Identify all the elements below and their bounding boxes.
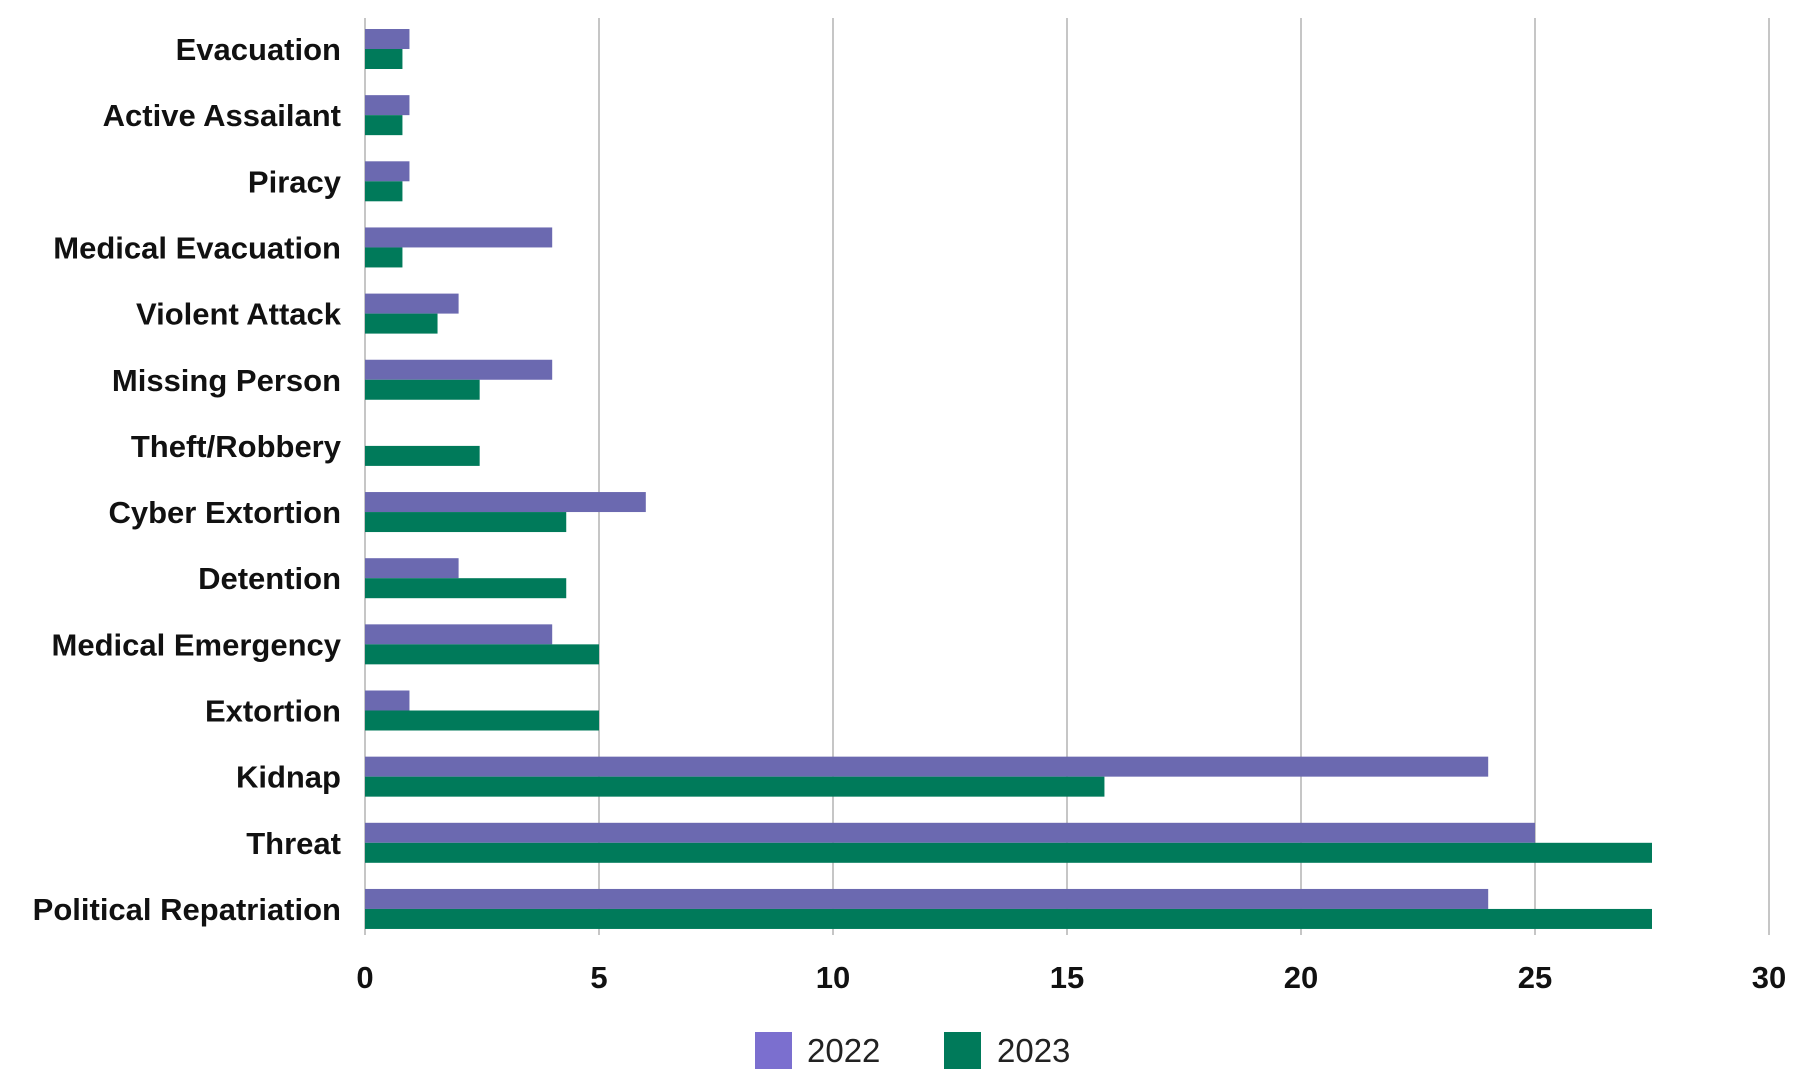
legend-label-2022: 2022 — [807, 1032, 880, 1069]
bar-2022-kidnap — [365, 756, 1489, 777]
x-tick-label-30: 30 — [1752, 960, 1786, 995]
bar-2022-violent-attack — [365, 293, 459, 314]
bar-2022-active-assailant — [365, 95, 410, 116]
category-label-active-assailant: Active Assailant — [103, 98, 341, 133]
legend-label-2023: 2023 — [997, 1032, 1070, 1069]
bar-2023-detention — [365, 578, 567, 599]
x-axis-tick-labels: 0 5 10 15 20 25 30 — [356, 960, 1786, 995]
category-label-piracy: Piracy — [248, 164, 342, 199]
category-label-political-repatriation: Political Repatriation — [33, 892, 341, 927]
category-label-medical-evacuation: Medical Evacuation — [53, 230, 341, 265]
x-tick-label-25: 25 — [1518, 960, 1552, 995]
legend-swatch-2022 — [755, 1032, 792, 1069]
legend-swatch-2023 — [944, 1032, 981, 1069]
bar-2022-extortion — [365, 690, 410, 711]
bar-2023-extortion — [365, 710, 599, 731]
category-label-extortion: Extortion — [205, 694, 341, 729]
legend: 2022 2023 — [755, 1032, 1070, 1069]
bars — [365, 29, 1652, 929]
bar-2023-missing-person — [365, 379, 480, 400]
x-tick-label-5: 5 — [590, 960, 607, 995]
bar-2022-cyber-extortion — [365, 492, 646, 513]
bar-2022-political-repatriation — [365, 888, 1489, 909]
category-label-violent-attack: Violent Attack — [136, 297, 342, 332]
gridlines — [364, 18, 1770, 935]
bar-2022-medical-evacuation — [365, 227, 553, 248]
bar-2022-detention — [365, 558, 459, 579]
bar-2023-evacuation — [365, 49, 403, 69]
bar-2023-cyber-extortion — [365, 512, 567, 533]
x-tick-label-10: 10 — [816, 960, 850, 995]
category-label-kidnap: Kidnap — [236, 760, 341, 795]
bar-2023-kidnap — [365, 776, 1105, 797]
bar-2023-theft-robbery — [365, 445, 480, 466]
bar-2023-violent-attack — [365, 313, 438, 334]
category-label-cyber-extortion: Cyber Extortion — [108, 495, 341, 530]
category-labels: Evacuation Active Assailant Piracy Medical … — [33, 32, 342, 927]
bar-2023-active-assailant — [365, 115, 403, 136]
bar-2022-missing-person — [365, 359, 553, 380]
category-label-missing-person: Missing Person — [112, 363, 341, 398]
category-label-threat: Threat — [246, 826, 341, 861]
category-label-evacuation: Evacuation — [176, 32, 341, 67]
bar-2022-piracy — [365, 161, 410, 182]
x-tick-label-20: 20 — [1284, 960, 1318, 995]
bar-2022-threat — [365, 822, 1535, 843]
category-label-medical-emergency: Medical Emergency — [52, 627, 342, 662]
bar-2023-piracy — [365, 181, 403, 202]
category-label-detention: Detention — [198, 561, 341, 596]
bar-2023-threat — [365, 842, 1652, 863]
bar-2022-medical-emergency — [365, 624, 553, 645]
category-label-theft-robbery: Theft/Robbery — [131, 429, 342, 464]
bar-2023-medical-emergency — [365, 644, 599, 665]
bar-2023-political-repatriation — [365, 908, 1652, 929]
x-tick-label-0: 0 — [356, 960, 373, 995]
bar-2022-evacuation — [365, 29, 410, 49]
bar-2023-medical-evacuation — [365, 247, 403, 268]
x-tick-label-15: 15 — [1050, 960, 1084, 995]
